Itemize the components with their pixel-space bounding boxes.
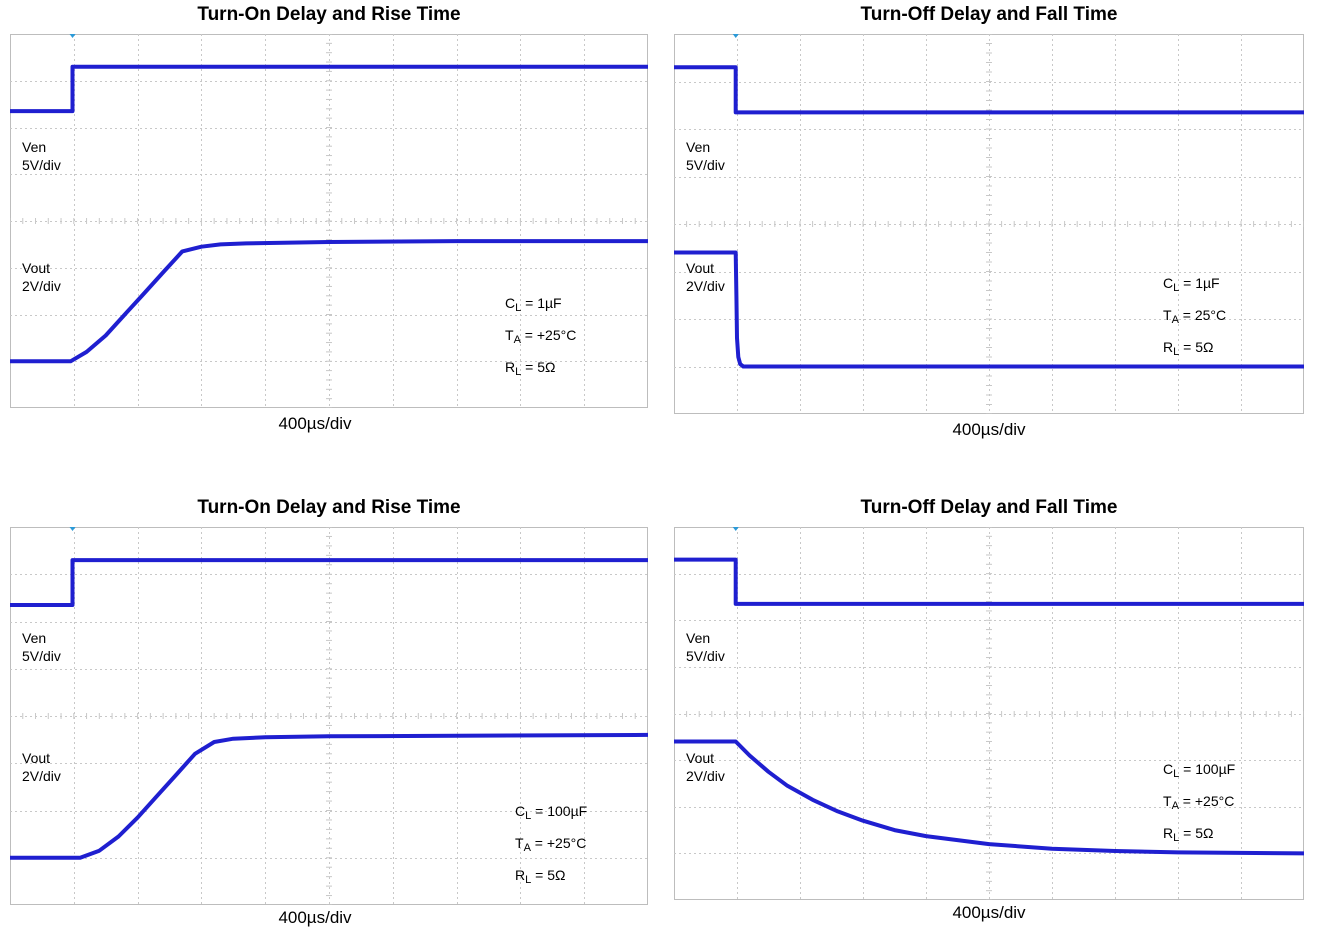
channel-name: Ven: [686, 139, 711, 155]
scope-panel-1: Turn-On Delay and Rise Time Ven 5V/div V…: [10, 4, 648, 433]
trace-vout: [674, 739, 1304, 856]
scope-plot: [674, 527, 1304, 900]
panel-title: Turn-Off Delay and Fall Time: [860, 497, 1118, 518]
scope-panel-4: Turn-Off Delay and Fall Time Ven 5V/div …: [674, 497, 1304, 922]
channel-name: Ven: [22, 630, 47, 646]
channel-name: Vout: [22, 260, 51, 276]
scope-plot: [10, 34, 648, 408]
channel-label-vout: Vout 2V/div: [686, 259, 725, 295]
trigger-marker: [69, 527, 76, 531]
trace-vout: [674, 250, 1304, 369]
condition-row: CL = 1µF: [1163, 275, 1220, 294]
channel-scale: 5V/div: [686, 157, 725, 173]
channel-label-vout: Vout 2V/div: [22, 259, 61, 295]
channel-scale: 2V/div: [22, 278, 61, 294]
channel-name: Ven: [686, 630, 711, 646]
channel-scale: 5V/div: [22, 648, 61, 664]
scope-panel-3: Turn-On Delay and Rise Time Ven 5V/div V…: [10, 497, 648, 927]
condition-row: CL = 1µF: [505, 295, 562, 314]
panel-title: Turn-On Delay and Rise Time: [197, 4, 461, 25]
channel-name: Ven: [22, 139, 47, 155]
x-axis-label: 400µs/div: [952, 420, 1026, 439]
condition-row: RL = 5Ω: [505, 359, 556, 378]
condition-row: TA = +25°C: [515, 835, 587, 854]
panel-title: Turn-Off Delay and Fall Time: [860, 4, 1118, 25]
condition-row: CL = 100µF: [515, 803, 588, 822]
test-conditions: CL = 100µF TA = +25°C RL = 5Ω: [1163, 756, 1235, 852]
channel-name: Vout: [22, 750, 51, 766]
channel-label-vout: Vout 2V/div: [22, 749, 61, 785]
channel-label-ven: Ven 5V/div: [22, 629, 61, 665]
channel-scale: 2V/div: [686, 768, 725, 784]
scope-plot: [10, 527, 648, 905]
trace-ven: [674, 557, 1304, 606]
trace-ven: [674, 65, 1304, 115]
channel-label-ven: Ven 5V/div: [22, 138, 61, 174]
panel-title: Turn-On Delay and Rise Time: [197, 497, 461, 518]
channel-scale: 5V/div: [686, 648, 725, 664]
trace-vout: [10, 732, 648, 860]
trace-vout: [10, 239, 648, 364]
condition-row: RL = 5Ω: [1163, 825, 1214, 844]
condition-row: TA = +25°C: [1163, 793, 1235, 812]
test-conditions: CL = 1µF TA = +25°C RL = 5Ω: [505, 290, 576, 386]
condition-row: TA = +25°C: [505, 327, 577, 346]
channel-label-vout: Vout 2V/div: [686, 749, 725, 785]
condition-row: TA = 25°C: [1163, 307, 1227, 326]
channel-name: Vout: [686, 260, 715, 276]
condition-row: RL = 5Ω: [1163, 339, 1214, 358]
x-axis-label: 400µs/div: [278, 908, 352, 927]
channel-label-ven: Ven 5V/div: [686, 138, 725, 174]
x-axis-label: 400µs/div: [278, 414, 352, 433]
trigger-marker: [732, 527, 739, 531]
trigger-marker: [69, 34, 76, 38]
test-conditions: CL = 100µF TA = +25°C RL = 5Ω: [515, 798, 587, 894]
condition-row: RL = 5Ω: [515, 867, 566, 886]
scope-plot: [674, 34, 1304, 414]
channel-scale: 2V/div: [686, 278, 725, 294]
trigger-marker: [732, 34, 739, 38]
test-conditions: CL = 1µF TA = 25°C RL = 5Ω: [1163, 270, 1226, 366]
trace-ven: [10, 64, 648, 114]
channel-label-ven: Ven 5V/div: [686, 629, 725, 665]
channel-scale: 5V/div: [22, 157, 61, 173]
condition-row: CL = 100µF: [1163, 761, 1236, 780]
trace-ven: [10, 558, 648, 607]
channel-scale: 2V/div: [22, 768, 61, 784]
x-axis-label: 400µs/div: [952, 903, 1026, 922]
scope-panel-2: Turn-Off Delay and Fall Time Ven 5V/div …: [674, 4, 1304, 439]
channel-name: Vout: [686, 750, 715, 766]
